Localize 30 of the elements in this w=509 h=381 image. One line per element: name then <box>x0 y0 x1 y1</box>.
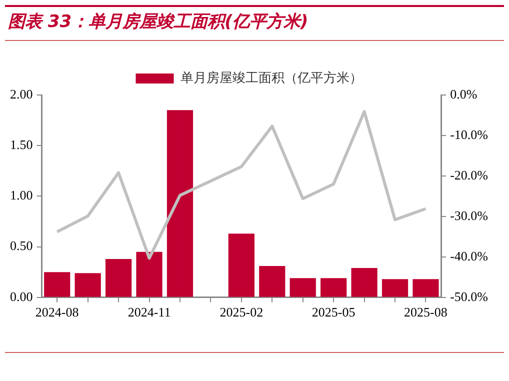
bar <box>351 268 378 297</box>
y2-tick-label: 0.0% <box>450 86 478 102</box>
chart-title: 图表 33：单月房屋竣工面积(亿平方米) <box>8 11 308 33</box>
y-tick-label: 1.00 <box>10 188 33 203</box>
x-tick-label: 2025-05 <box>312 304 356 320</box>
bar <box>74 273 101 297</box>
y2-tick-label: -20.0% <box>450 167 488 182</box>
y2-tick-label: -50.0% <box>450 288 488 304</box>
bar <box>136 252 162 297</box>
y-tick-label: 0.00 <box>10 288 33 304</box>
bar <box>412 279 439 297</box>
y-tick-label: 0.50 <box>10 238 33 254</box>
bar <box>44 272 70 297</box>
x-tick-label: 2025-02 <box>220 304 264 320</box>
bar <box>259 266 286 297</box>
bar <box>320 278 347 297</box>
bar <box>290 278 316 297</box>
y-tick-label: 1.50 <box>10 137 33 152</box>
x-tick-label: 2025-08 <box>404 304 448 320</box>
bar <box>228 234 254 297</box>
legend-label: 单月房屋竣工面积（亿平方米） <box>180 70 362 85</box>
y-tick-label: 2.00 <box>10 86 33 102</box>
bar <box>166 110 194 297</box>
bar <box>105 258 132 297</box>
y2-tick-label: -30.0% <box>450 208 488 223</box>
y2-tick-label: -40.0% <box>450 248 488 264</box>
x-tick-label: 2024-11 <box>128 304 171 320</box>
y2-tick-label: -10.0% <box>450 126 488 142</box>
bar <box>382 279 408 297</box>
x-tick-label: 2024-08 <box>35 304 79 320</box>
